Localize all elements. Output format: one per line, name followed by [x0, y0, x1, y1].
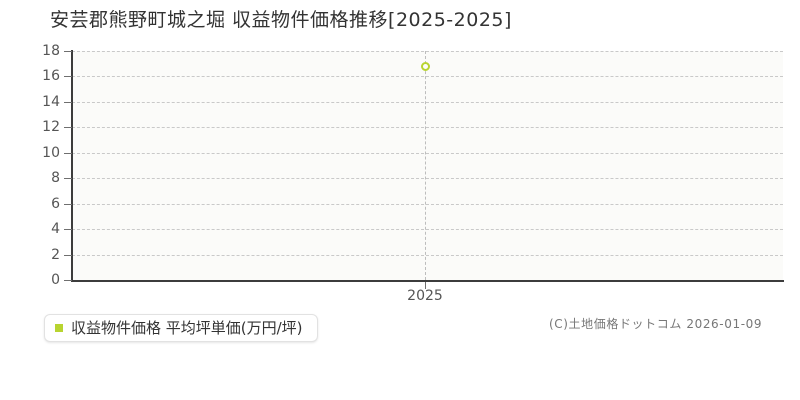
x-axis-line — [71, 280, 784, 282]
gridline-horizontal — [72, 76, 783, 78]
gridline-horizontal — [72, 178, 783, 180]
gridline-horizontal — [72, 254, 783, 256]
y-axis-tick — [64, 127, 72, 129]
gridline-horizontal — [72, 51, 783, 52]
y-axis-tick — [64, 280, 72, 281]
y-axis-tick — [64, 178, 72, 180]
y-axis-tick-label: 0 — [51, 272, 60, 288]
plot-area — [72, 51, 783, 280]
gridline-horizontal — [72, 229, 783, 231]
gridline-horizontal — [72, 152, 783, 154]
y-axis-line — [71, 50, 73, 281]
y-axis-tick — [64, 51, 72, 52]
y-axis-tick-label: 8 — [51, 170, 60, 187]
x-axis-tick — [425, 282, 426, 289]
y-axis-tick-label: 4 — [51, 221, 60, 238]
y-axis-tick — [64, 76, 72, 78]
y-axis-tick — [64, 101, 72, 103]
y-axis-tick-label: 18 — [42, 43, 60, 59]
y-axis-tick — [64, 254, 72, 256]
y-axis-tick-label: 16 — [42, 68, 60, 85]
y-axis-tick — [64, 229, 72, 231]
x-axis-tick-label: 2025 — [407, 288, 443, 304]
gridline-vertical — [425, 51, 426, 280]
chart-title: 安芸郡熊野町城之堀 収益物件価格推移[2025-2025] — [50, 9, 512, 31]
gridline-horizontal — [72, 127, 783, 129]
y-axis-tick-label: 14 — [42, 93, 60, 110]
data-point-marker — [420, 61, 430, 71]
gridline-horizontal — [72, 203, 783, 205]
legend-item-label: 収益物件価格 平均坪単価(万円/坪) — [71, 318, 303, 337]
legend-swatch-icon — [55, 324, 63, 332]
y-axis-tick-label: 10 — [42, 144, 60, 161]
y-axis-tick-label: 2 — [51, 246, 60, 263]
y-axis-tick-label: 6 — [51, 195, 60, 212]
y-axis-tick-label: 12 — [42, 119, 60, 136]
chart-legend: 収益物件価格 平均坪単価(万円/坪) — [44, 314, 318, 342]
gridline-horizontal — [72, 101, 783, 103]
copyright-credit: (C)土地価格ドットコム 2026-01-09 — [549, 317, 763, 331]
y-axis-tick — [64, 152, 72, 154]
y-axis-tick — [64, 203, 72, 205]
